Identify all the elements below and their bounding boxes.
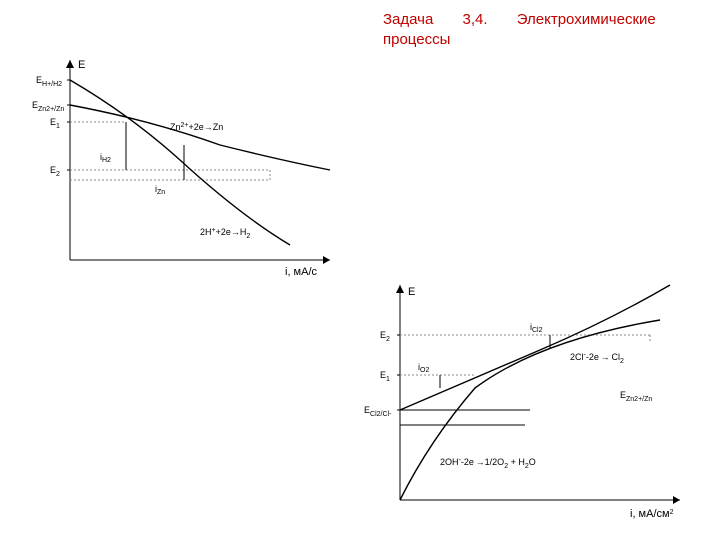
- iO2-label: iO2: [418, 362, 429, 374]
- right-y-ticks: E2 E1 ECl2/Cl-: [364, 330, 392, 418]
- svg-text:ECl2/Cl-: ECl2/Cl-: [364, 405, 392, 418]
- svg-text:E2: E2: [50, 165, 60, 178]
- page-title: Задача 3,4. Электрохимические процессы: [383, 10, 693, 49]
- o2-curve-label: 2OH--2e →1/2O2 + H2O: [440, 457, 536, 470]
- cl2-curve: [400, 285, 670, 410]
- zn-curve-label: Zn2++2e→Zn: [170, 122, 223, 132]
- title-word-2: 3,4.: [463, 10, 488, 30]
- y-axis-label: E: [78, 59, 85, 71]
- left-y-ticks: EH+/H2 EZn2+/Zn E1 E2: [32, 75, 64, 178]
- svg-text:EZn2+/Zn: EZn2+/Zn: [32, 100, 64, 113]
- svg-text:EH+/H2: EH+/H2: [36, 75, 62, 88]
- title-word-4: процессы: [383, 30, 450, 50]
- right-plot: E i, мА/см2 E2 E1 ECl2/Cl- iO2 iCl2 2Cl-…: [360, 280, 710, 530]
- ezn-label: EZn2+/Zn: [620, 390, 652, 403]
- x-axis-label-r: i, мА/см2: [630, 508, 674, 520]
- title-word-3: Электрохимические: [517, 10, 656, 30]
- iH2-label: iH2: [100, 152, 111, 164]
- svg-text:E2: E2: [380, 330, 390, 343]
- x-axis-label: i, мА/с: [285, 266, 318, 278]
- title-word-1: Задача: [383, 10, 433, 30]
- svg-text:E1: E1: [50, 117, 60, 130]
- svg-text:E1: E1: [380, 370, 390, 383]
- iZn-label: iZn: [155, 184, 165, 196]
- y-axis-label-r: E: [408, 286, 415, 298]
- h2-curve-label: 2H++2e→H2: [200, 227, 250, 240]
- left-axes: E i, мА/с: [66, 59, 330, 278]
- left-plot: E i, мА/с EH+/H2 EZn2+/Zn E1 E2 iH2 iZn …: [30, 50, 350, 290]
- cl2-curve-label: 2Cl--2e → Cl2: [570, 352, 624, 365]
- iCl2-label: iCl2: [530, 322, 543, 334]
